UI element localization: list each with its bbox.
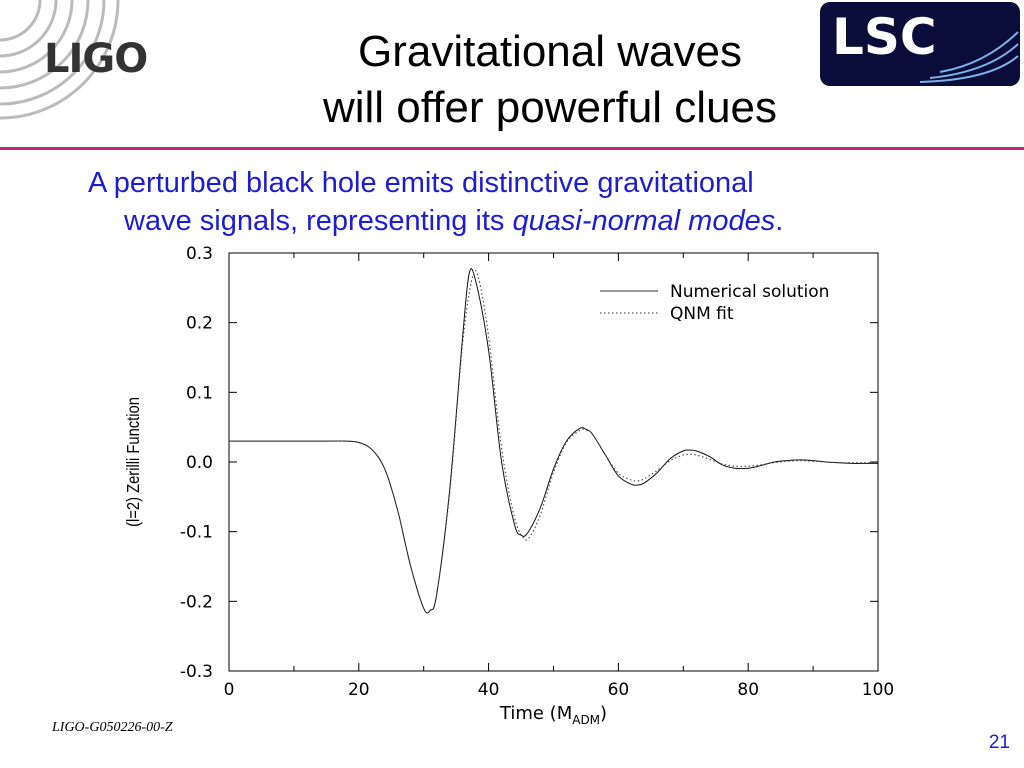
slide-body-text: A perturbed black hole emits distinctive… xyxy=(88,164,968,240)
x-tick-label: 100 xyxy=(862,680,894,700)
y-axis-label: (l=2) Zerilli Function xyxy=(124,397,144,527)
decorative-arcs xyxy=(0,0,120,120)
body-line-2: wave signals, representing its quasi-nor… xyxy=(88,202,968,240)
title-line-1: Gravitational waves xyxy=(358,27,742,76)
series-line-qnm-fit xyxy=(228,270,878,614)
y-tick-label: 0.3 xyxy=(186,244,213,264)
y-tick-label: 0.0 xyxy=(186,453,213,473)
x-axis-label: Time (MADM) xyxy=(499,703,607,727)
x-tick-label: 20 xyxy=(348,680,370,700)
title-divider xyxy=(0,147,1024,150)
body-emphasis: quasi-normal modes xyxy=(512,205,776,237)
legend-label: Numerical solution xyxy=(670,282,829,302)
x-tick-label: 0 xyxy=(224,680,235,700)
y-tick-label: -0.3 xyxy=(180,662,213,682)
legend-label: QNM fit xyxy=(670,304,734,324)
page-number: 21 xyxy=(988,732,1010,753)
lsc-logo: LSC xyxy=(820,2,1020,86)
y-tick-label: -0.1 xyxy=(180,523,213,543)
x-tick-label: 80 xyxy=(737,680,759,700)
x-tick-label: 60 xyxy=(608,680,630,700)
waveform-chart: 0.3 0.2 0.1 0.0 -0.1 -0.2 -0.3 0 20 40 60 80 100 Num… xyxy=(124,244,895,727)
ligo-logo: LIGO xyxy=(44,36,148,82)
y-tick-label: 0.1 xyxy=(186,383,213,403)
y-tick-label: -0.2 xyxy=(180,592,213,612)
title-line-2: will offer powerful clues xyxy=(322,83,778,132)
x-tick-label: 40 xyxy=(478,680,500,700)
lsc-logo-text: LSC xyxy=(832,8,937,66)
body-line-2-prefix: wave signals, representing its xyxy=(124,205,513,237)
document-id: LIGO-G050226-00-Z xyxy=(52,720,173,735)
body-line-2-suffix: . xyxy=(775,205,784,237)
slide-title: Gravitational waves will offer powerful … xyxy=(250,24,850,136)
body-line-1: A perturbed black hole emits distinctive… xyxy=(88,167,754,199)
y-tick-label: 0.2 xyxy=(186,314,213,334)
